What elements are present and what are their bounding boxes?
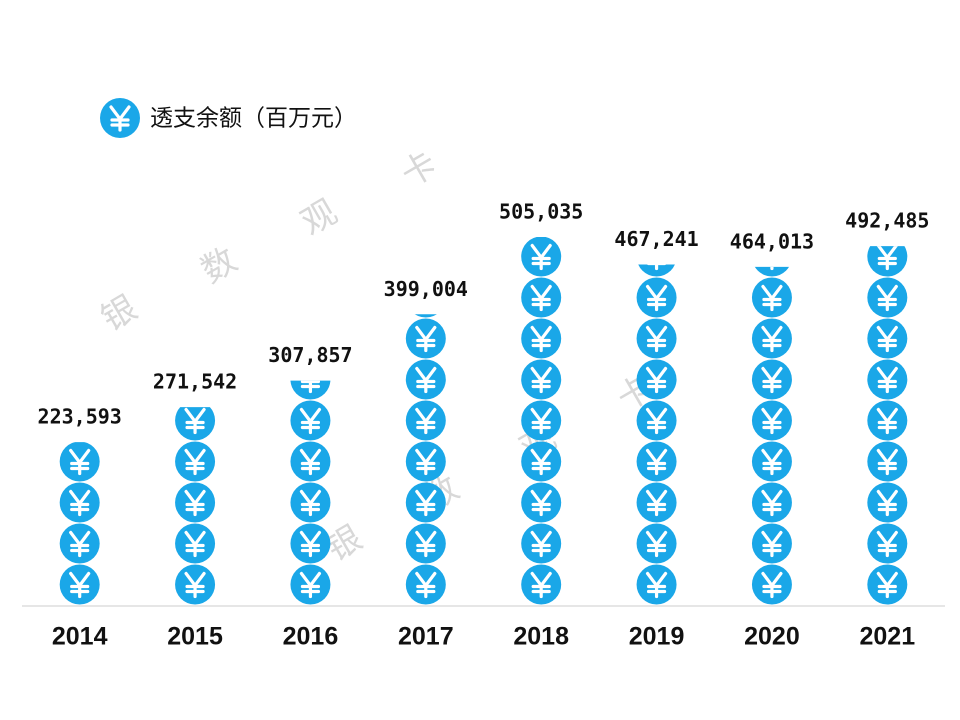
watermark-char: 卡 (395, 144, 444, 196)
yen-icon (288, 480, 333, 525)
value-label: 464,013 (730, 229, 814, 253)
yen-icon (173, 480, 217, 525)
yen-icon (750, 562, 794, 605)
value-label: 467,241 (614, 227, 698, 251)
yen-icon (288, 562, 333, 605)
yen-icon (173, 521, 217, 566)
x-tick-label: 2021 (860, 623, 916, 651)
yen-icon (519, 237, 563, 279)
x-tick-label: 2016 (283, 623, 339, 651)
watermark-char: 银 (95, 288, 144, 340)
value-label: 271,542 (153, 370, 237, 394)
yen-icon (519, 562, 563, 605)
yen-icon (519, 275, 563, 320)
icon-stack (634, 264, 679, 605)
value-label: 399,004 (384, 277, 468, 301)
yen-icon (519, 439, 563, 484)
yen-icon (865, 357, 909, 402)
yen-icon (519, 480, 563, 525)
yen-icon (750, 521, 794, 566)
yen-icon (404, 439, 448, 484)
yen-icon (634, 357, 679, 402)
yen-icon (288, 439, 333, 484)
x-tick-label: 2014 (52, 623, 108, 651)
x-tick-label: 2019 (629, 623, 685, 651)
yen-icon (750, 480, 794, 525)
yen-icon (865, 316, 909, 361)
yen-icon (404, 521, 448, 566)
icon-stack (58, 442, 102, 605)
yen-icon (865, 246, 909, 279)
value-label: 223,593 (38, 405, 122, 429)
yen-icon (750, 275, 794, 320)
icon-stack (173, 407, 217, 606)
x-tick-label: 2015 (167, 623, 223, 651)
yen-icon (519, 357, 563, 402)
yen-icon (404, 562, 448, 605)
legend-label: 透支余额（百万元） (150, 106, 357, 132)
yen-icon (634, 480, 679, 525)
value-label: 492,485 (845, 209, 929, 233)
yen-icon (750, 357, 794, 402)
x-tick-label: 2018 (513, 623, 569, 651)
icon-stack (404, 314, 448, 605)
yen-icon (173, 407, 217, 443)
watermark-char: 数 (195, 240, 244, 292)
yen-icon (288, 521, 333, 566)
icon-stack (288, 380, 333, 605)
value-label: 505,035 (499, 200, 583, 224)
yen-icon (634, 316, 679, 361)
yen-icon (58, 562, 102, 605)
yen-icon (288, 398, 333, 443)
yen-icon (865, 439, 909, 484)
legend-icon (98, 96, 142, 140)
yen-icon (519, 521, 563, 566)
yen-icon (58, 480, 102, 525)
yen-icon (404, 316, 448, 361)
yen-icon (173, 562, 217, 606)
x-tick-label: 2020 (744, 623, 800, 651)
yen-icon (58, 442, 102, 484)
yen-icon (404, 480, 448, 525)
yen-icon (634, 398, 679, 443)
yen-icon (865, 398, 909, 443)
yen-icon (404, 357, 448, 402)
yen-icon (750, 398, 794, 443)
icon-stack (519, 237, 563, 605)
yen-icon (58, 521, 102, 566)
x-tick-label: 2017 (398, 623, 454, 651)
yen-icon (750, 439, 794, 484)
yen-icon (634, 521, 679, 566)
icon-stack (750, 266, 794, 605)
yen-icon (404, 398, 448, 443)
yen-icon (173, 439, 217, 484)
yen-icon (519, 316, 563, 361)
yen-icon (634, 275, 679, 320)
yen-icon (865, 480, 909, 525)
watermark-char: 观 (295, 192, 344, 244)
value-label: 307,857 (268, 343, 352, 367)
yen-icon (865, 521, 909, 566)
icon-stack (865, 246, 909, 605)
yen-icon (634, 562, 679, 605)
yen-icon (865, 562, 909, 605)
yen-icon (865, 275, 909, 320)
yen-icon (634, 439, 679, 484)
yen-icon (519, 398, 563, 443)
yen-icon (750, 316, 794, 361)
